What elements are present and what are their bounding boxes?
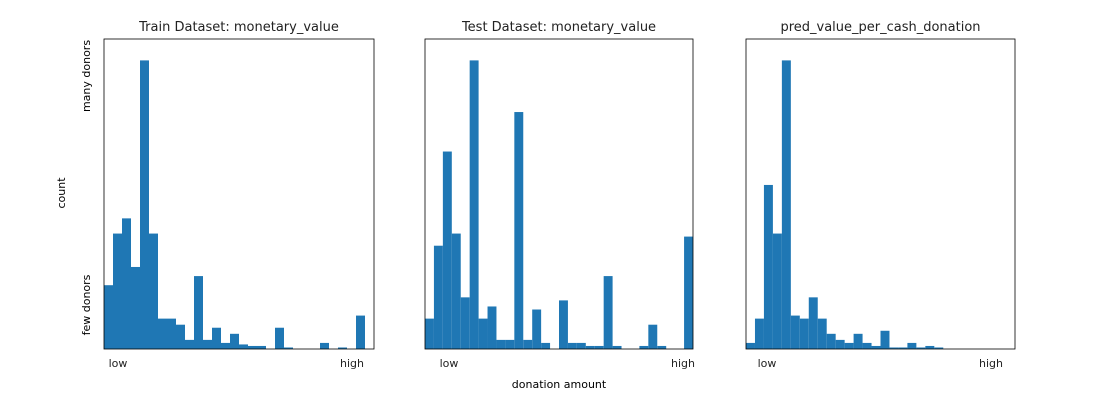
- train-bar-13: [212, 327, 221, 349]
- test-bar-14: [541, 342, 551, 349]
- train-bar-17: [248, 345, 257, 349]
- test-bar-11: [514, 112, 524, 349]
- train-bar-1: [104, 285, 113, 349]
- pred-bar-12: [844, 342, 854, 349]
- pred-bar-15: [871, 345, 881, 349]
- test-bar-4: [451, 233, 461, 349]
- test-bar-3: [442, 151, 452, 349]
- y-annotation-many-donors: many donors: [80, 40, 93, 112]
- train-bar-14: [221, 342, 230, 349]
- test-bar-27: [657, 345, 667, 349]
- test-bar-30: [684, 236, 693, 349]
- test-bar-12: [523, 339, 533, 349]
- test-bar-25: [639, 345, 649, 349]
- test-bar-22: [612, 345, 622, 349]
- test-bar-18: [576, 342, 586, 349]
- pred-bar-5: [781, 60, 791, 349]
- test-tick-high: high: [671, 357, 695, 370]
- train-bar-27: [338, 347, 347, 349]
- pred-bar-14: [862, 342, 872, 349]
- train-bar-11: [194, 276, 203, 349]
- train-bar-20: [275, 327, 284, 349]
- train-bar-2: [113, 233, 122, 349]
- test-bar-19: [585, 345, 595, 349]
- train-bar-4: [131, 266, 140, 349]
- train-bar-25: [320, 342, 329, 349]
- test-bar-1: [425, 318, 434, 349]
- pred-tick-low: low: [758, 357, 777, 370]
- pred-tick-high: high: [979, 357, 1003, 370]
- test-bar-8: [487, 306, 497, 349]
- pred-bar-21: [925, 345, 935, 349]
- pred-bar-19: [907, 342, 917, 349]
- pred-bar-1: [746, 342, 755, 349]
- train-bar-21: [284, 347, 293, 349]
- pred-bar-20: [916, 347, 926, 349]
- test-bar-2: [433, 245, 443, 349]
- train-title: Train Dataset: monetary_value: [138, 20, 339, 35]
- train-tick-high: high: [340, 357, 364, 370]
- test-bar-20: [594, 345, 604, 349]
- pred-bar-4: [772, 233, 782, 349]
- pred-bar-11: [835, 339, 845, 349]
- pred-bar-17: [889, 347, 899, 349]
- test-bar-26: [648, 324, 658, 349]
- pred-bar-22: [934, 347, 944, 349]
- pred-bar-6: [790, 315, 800, 349]
- train-bar-16: [239, 344, 248, 349]
- pred-axes-frame: [745, 38, 1016, 350]
- y-axis-label: count: [55, 177, 68, 209]
- test-tick-low: low: [440, 357, 459, 370]
- pred-bar-13: [853, 333, 863, 349]
- test-bar-21: [603, 276, 613, 349]
- train-bar-7: [158, 318, 167, 349]
- test-bar-17: [567, 342, 577, 349]
- test-bar-7: [478, 318, 488, 349]
- x-axis-label: donation amount: [512, 378, 607, 391]
- train-bar-6: [149, 233, 158, 349]
- train-bar-18: [257, 345, 266, 349]
- train-axes-frame: [103, 38, 375, 350]
- train-bar-29: [356, 315, 365, 349]
- pred-bar-10: [826, 333, 836, 349]
- test-bar-9: [496, 339, 506, 349]
- test-bar-10: [505, 339, 515, 349]
- test-bar-5: [460, 297, 470, 349]
- train-tick-low: low: [109, 357, 128, 370]
- pred-bar-16: [880, 330, 890, 349]
- test-bar-6: [469, 60, 479, 349]
- test-bar-16: [559, 300, 568, 349]
- pred-bar-18: [898, 347, 908, 349]
- pred-bar-2: [754, 318, 764, 349]
- pred-bar-7: [799, 318, 809, 349]
- train-bar-10: [185, 339, 194, 349]
- test-axes-frame: [424, 38, 694, 350]
- train-bar-8: [167, 318, 176, 349]
- pred-bar-3: [763, 184, 773, 349]
- train-bar-5: [140, 60, 149, 349]
- train-bar-3: [122, 218, 131, 349]
- test-bar-13: [532, 309, 542, 349]
- pred-title: pred_value_per_cash_donation: [780, 20, 980, 35]
- train-bar-15: [230, 333, 239, 349]
- train-bar-9: [176, 324, 185, 349]
- train-bar-12: [203, 339, 212, 349]
- y-annotation-few-donors: few donors: [80, 274, 93, 335]
- pred-bar-8: [808, 297, 818, 349]
- test-title: Test Dataset: monetary_value: [461, 20, 656, 35]
- pred-bar-9: [817, 318, 827, 349]
